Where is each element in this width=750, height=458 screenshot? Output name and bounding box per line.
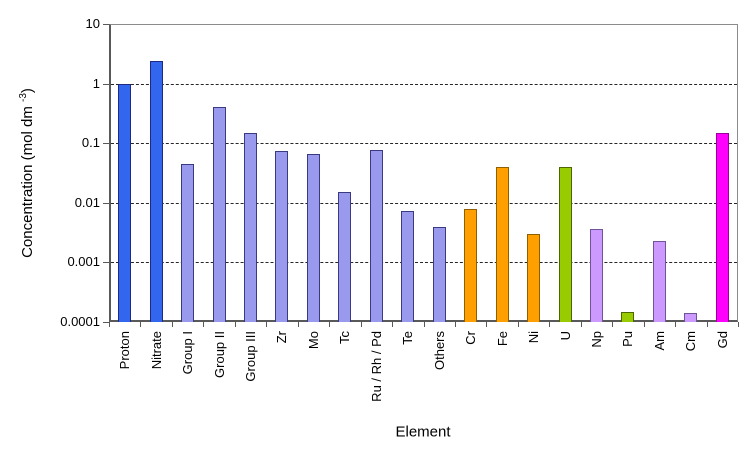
y-tick-10 — [103, 24, 109, 25]
y-axis-title-end: ) — [19, 88, 36, 94]
x-tick-3 — [203, 322, 205, 327]
y-tick-label-0-001: 0.001 — [67, 254, 100, 270]
x-tick-0 — [109, 322, 110, 327]
x-tick-17 — [643, 322, 645, 327]
bar-te — [401, 211, 415, 322]
x-category-label-group-ii: Group II — [211, 331, 227, 378]
x-category-label-gd: Gd — [714, 331, 730, 349]
x-category-label-cm: Cm — [683, 331, 699, 352]
bar-nitrate — [149, 60, 163, 322]
y-tick-label-1: 1 — [92, 75, 100, 91]
bar-zr — [275, 150, 289, 322]
x-category-label-tc: Tc — [337, 331, 353, 344]
bar-np — [589, 228, 603, 322]
x-tick-19 — [706, 322, 708, 327]
x-category-label-te: Te — [400, 331, 416, 345]
x-category-label-nitrate: Nitrate — [148, 331, 164, 370]
x-category-label-am: Am — [651, 331, 667, 351]
bar-mo — [306, 154, 320, 322]
bar-pu — [621, 311, 635, 322]
gridline-1 — [111, 83, 737, 85]
x-category-label-group-iii: Group III — [243, 331, 259, 382]
x-tick-12 — [486, 322, 488, 327]
x-category-label-proton: Proton — [117, 331, 133, 370]
x-category-label-np: Np — [588, 331, 604, 348]
bar-u — [558, 166, 572, 322]
x-category-label-ru-rh-pd: Ru / Rh / Pd — [368, 331, 384, 402]
bar-fe — [495, 166, 509, 322]
x-category-label-zr: Zr — [274, 331, 290, 344]
bar-am — [652, 240, 666, 322]
x-category-label-cr: Cr — [463, 331, 479, 345]
x-tick-1 — [140, 322, 142, 327]
y-tick-0-001 — [103, 262, 109, 264]
x-category-label-others: Others — [431, 331, 447, 371]
x-tick-18 — [675, 322, 677, 327]
y-tick-0-1 — [103, 143, 109, 145]
bar-ni — [527, 233, 541, 322]
x-tick-7 — [329, 322, 331, 327]
y-tick-0-01 — [103, 202, 109, 204]
y-tick-label-0-0001: 0.0001 — [60, 314, 100, 329]
x-tick-6 — [297, 322, 299, 327]
x-category-label-pu: Pu — [620, 331, 636, 347]
x-tick-16 — [612, 322, 614, 327]
y-tick-label-0-01: 0.01 — [74, 194, 100, 210]
x-tick-14 — [549, 322, 551, 327]
y-tick-1 — [103, 83, 109, 85]
bar-group-ii — [212, 107, 226, 322]
x-category-label-fe: Fe — [494, 331, 510, 347]
x-tick-15 — [580, 322, 582, 327]
x-tick-13 — [517, 322, 519, 327]
y-axis-title-main: Concentration (mol dm — [19, 102, 36, 258]
y-axis-title-superscript: -3 — [18, 93, 29, 102]
x-tick-20 — [738, 322, 739, 327]
y-axis-title: Concentration (mol dm -3) — [18, 88, 36, 258]
bar-ru-rh-pd — [369, 149, 383, 322]
x-tick-11 — [454, 322, 456, 327]
gridline-0-1 — [111, 143, 737, 145]
bar-proton — [118, 83, 132, 322]
bar-gd — [715, 132, 729, 322]
y-tick-label-10: 10 — [85, 16, 100, 31]
x-tick-2 — [171, 322, 173, 327]
x-category-label-ni: Ni — [526, 331, 542, 344]
y-tick-0-0001 — [103, 322, 109, 323]
bar-others — [432, 226, 446, 322]
bar-group-i — [181, 163, 195, 322]
x-axis-title: Element — [395, 423, 451, 441]
x-tick-10 — [423, 322, 425, 327]
x-tick-5 — [266, 322, 268, 327]
x-tick-4 — [234, 322, 236, 327]
x-category-label-group-i: Group I — [180, 331, 196, 375]
x-tick-8 — [360, 322, 362, 327]
bar-tc — [338, 192, 352, 322]
gridline-0-001 — [111, 262, 737, 264]
bar-group-iii — [244, 132, 258, 322]
x-category-label-mo: Mo — [305, 331, 321, 350]
bar-cr — [464, 208, 478, 322]
bar-cm — [684, 313, 698, 322]
y-tick-label-0-1: 0.1 — [81, 135, 100, 151]
x-category-label-u: U — [557, 331, 573, 341]
gridline-0-01 — [111, 202, 737, 204]
x-tick-9 — [392, 322, 394, 327]
plot-area-frame — [109, 24, 738, 322]
